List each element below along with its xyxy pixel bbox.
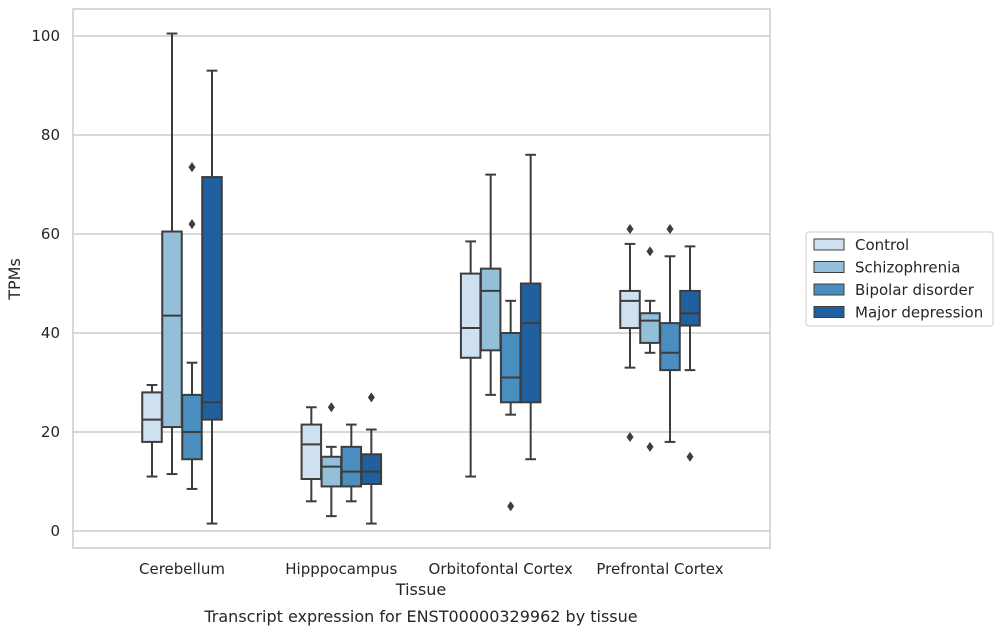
- box-body: [181, 393, 203, 461]
- box: [320, 402, 343, 518]
- y-tick-label: 20: [41, 423, 60, 441]
- box-body: [459, 272, 482, 359]
- outlier-point: [626, 431, 634, 442]
- y-tick-label: 80: [41, 126, 60, 144]
- y-tick-label: 0: [50, 522, 60, 540]
- outlier-point: [666, 224, 674, 235]
- outlier-point: [327, 402, 335, 413]
- box: [360, 392, 383, 525]
- box: [619, 224, 641, 442]
- box: [679, 245, 701, 462]
- y-axis-label: TPMs: [5, 258, 24, 301]
- legend-label: Control: [855, 236, 909, 254]
- outlier-point: [188, 219, 196, 230]
- x-tick-label: Orbitofontal Cortex: [429, 560, 573, 578]
- legend-item: Bipolar disorder: [813, 281, 975, 299]
- box: [459, 240, 482, 478]
- box-body: [340, 445, 363, 488]
- y-tick-label: 40: [41, 324, 60, 342]
- box-body: [141, 391, 163, 443]
- chart-caption: Transcript expression for ENST0000032996…: [203, 607, 637, 626]
- box: [519, 153, 542, 461]
- x-axis-ticks: Cerebellum Hipppocampus Orbitofontal Corte…: [139, 560, 724, 578]
- y-tick-label: 100: [31, 27, 60, 45]
- box-body: [360, 453, 383, 485]
- x-tick-label: Cerebellum: [139, 560, 225, 578]
- legend-label: Bipolar disorder: [855, 281, 975, 299]
- legend-swatch: [813, 261, 845, 273]
- x-tick-label: Prefrontal Cortex: [596, 560, 723, 578]
- legend-swatch: [813, 306, 845, 318]
- outlier-point: [646, 246, 654, 257]
- box-body: [201, 176, 223, 421]
- y-tick-label: 60: [41, 225, 60, 243]
- box-body: [479, 267, 502, 352]
- legend-label: Schizophrenia: [855, 259, 960, 277]
- legend-item: Control: [813, 236, 909, 254]
- box-body: [320, 455, 343, 488]
- box-body: [161, 230, 183, 429]
- box: [639, 246, 661, 452]
- series-bipolar-disorder: [181, 162, 681, 512]
- box-series: [141, 32, 701, 525]
- legend-swatch: [813, 283, 845, 296]
- box: [340, 423, 363, 503]
- box: [181, 162, 203, 490]
- series-control: [141, 224, 641, 503]
- series-major-depression: [201, 69, 701, 525]
- box: [499, 299, 522, 512]
- box-body: [679, 289, 701, 327]
- y-axis-ticks: 0 20 40 60 80 100: [31, 27, 60, 540]
- x-axis-label: Tissue: [395, 580, 446, 599]
- legend-item: Schizophrenia: [813, 259, 960, 277]
- box: [479, 173, 502, 396]
- outlier-point: [686, 451, 694, 462]
- legend-frame: [805, 231, 994, 327]
- outlier-point: [188, 162, 196, 173]
- legend: Control Schizophrenia Bipolar disorder Majo…: [805, 231, 994, 327]
- legend-label: Major depression: [855, 304, 983, 322]
- box-body: [300, 423, 323, 481]
- box-body: [499, 332, 522, 404]
- outlier-point: [507, 501, 515, 512]
- box-body: [659, 322, 681, 372]
- box-body: [619, 289, 641, 330]
- box: [201, 69, 223, 525]
- box-body: [639, 312, 661, 344]
- x-tick-label: Hipppocampus: [285, 560, 397, 578]
- box: [161, 32, 183, 476]
- box-body: [519, 282, 542, 404]
- legend-item: Major depression: [813, 304, 983, 322]
- plot-area-frame: [72, 8, 771, 549]
- box: [300, 406, 323, 503]
- outlier-point: [646, 441, 654, 452]
- box: [659, 224, 681, 443]
- outlier-point: [367, 392, 375, 403]
- legend-swatch: [813, 238, 845, 251]
- box: [141, 383, 163, 478]
- outlier-point: [626, 224, 634, 235]
- series-schizophrenia: [161, 32, 661, 518]
